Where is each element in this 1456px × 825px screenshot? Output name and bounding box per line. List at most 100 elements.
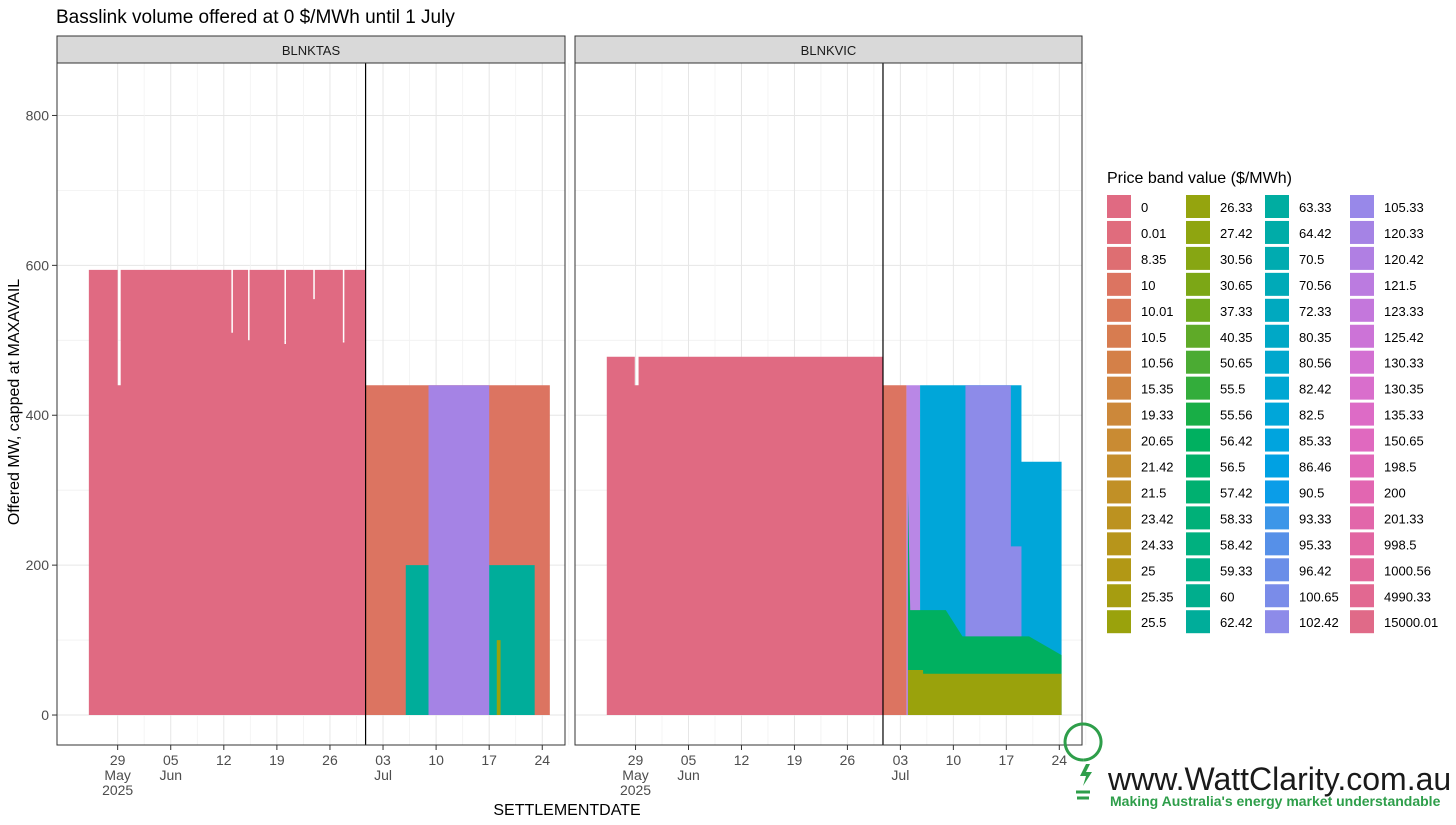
legend-label: 200 <box>1384 485 1406 500</box>
legend-swatch <box>1350 480 1374 504</box>
legend-swatch <box>1350 584 1374 608</box>
legend: 0 0.01 8.35 10 10.01 10.5 10.56 15.35 19.33 20.65… <box>1107 195 1438 634</box>
facet-strip <box>574 35 1083 64</box>
legend-label: 21.42 <box>1141 460 1174 475</box>
legend-label: 82.42 <box>1299 382 1332 397</box>
legend-label: 23.42 <box>1141 511 1174 526</box>
facet-strip-label: BLNKVIC <box>801 43 857 58</box>
legend-swatch <box>1265 350 1289 374</box>
legend-swatch <box>1350 610 1374 634</box>
legend-swatch <box>1350 376 1374 400</box>
legend-swatch <box>1350 454 1374 478</box>
logo-tagline: Making Australia's energy market underst… <box>1110 793 1441 809</box>
legend-label: 10.5 <box>1141 330 1166 345</box>
legend-label: 60 <box>1220 589 1234 604</box>
legend-label: 56.5 <box>1220 460 1245 475</box>
x-tick-label: 26 <box>322 752 338 768</box>
legend-swatch <box>1107 506 1131 530</box>
legend-label: 27.42 <box>1220 226 1253 241</box>
legend-swatch <box>1265 272 1289 296</box>
legend-label: 201.33 <box>1384 511 1424 526</box>
legend-swatch <box>1107 610 1131 634</box>
legend-swatch <box>1265 480 1289 504</box>
legend-label: 80.35 <box>1299 330 1332 345</box>
x-tick-label: 17 <box>481 752 497 768</box>
legend-swatch <box>1265 506 1289 530</box>
x-tick-label: 03 <box>893 752 909 768</box>
x-tick-label: 26 <box>840 752 856 768</box>
legend-label: 90.5 <box>1299 485 1324 500</box>
legend-swatch <box>1107 195 1131 218</box>
y-tick-label: 800 <box>26 107 50 123</box>
legend-swatch <box>1186 402 1210 426</box>
legend-title: Price band value ($/MWh) <box>1107 170 1292 187</box>
legend-swatch <box>1186 220 1210 244</box>
legend-label: 15.35 <box>1141 382 1174 397</box>
legend-label: 25.5 <box>1141 615 1166 630</box>
legend-swatch <box>1265 610 1289 634</box>
x-tick-label: 19 <box>269 752 285 768</box>
legend-label: 0.01 <box>1141 226 1166 241</box>
legend-label: 10.01 <box>1141 304 1174 319</box>
legend-label: 150.65 <box>1384 434 1424 449</box>
legend-label: 62.42 <box>1220 615 1253 630</box>
x-tick-sublabel: May <box>622 767 648 783</box>
legend-label: 0 <box>1141 200 1148 215</box>
legend-swatch <box>1107 584 1131 608</box>
legend-swatch <box>1265 246 1289 270</box>
legend-swatch <box>1186 376 1210 400</box>
legend-label: 80.56 <box>1299 356 1332 371</box>
legend-label: 70.56 <box>1299 278 1332 293</box>
legend-label: 59.33 <box>1220 563 1253 578</box>
area-band-0 <box>88 269 366 716</box>
legend-swatch <box>1350 558 1374 582</box>
legend-swatch <box>1350 220 1374 244</box>
facet-strip <box>56 35 566 64</box>
legend-label: 120.33 <box>1384 226 1424 241</box>
legend-label: 82.5 <box>1299 408 1324 423</box>
legend-label: 4990.33 <box>1384 589 1431 604</box>
x-tick-sublabel: Jul <box>891 767 909 783</box>
chart-title: Basslink volume offered at 0 $/MWh until… <box>56 7 455 28</box>
legend-swatch <box>1350 324 1374 348</box>
legend-label: 70.5 <box>1299 252 1324 267</box>
legend-label: 40.35 <box>1220 330 1253 345</box>
legend-swatch <box>1186 350 1210 374</box>
legend-swatch <box>1107 480 1131 504</box>
legend-swatch <box>1350 532 1374 556</box>
legend-label: 93.33 <box>1299 511 1332 526</box>
legend-swatch <box>1186 298 1210 322</box>
legend-swatch <box>1186 506 1210 530</box>
x-tick-sublabel: Jun <box>677 767 700 783</box>
legend-swatch <box>1350 272 1374 296</box>
x-tick-label: 05 <box>163 752 179 768</box>
legend-label: 25.35 <box>1141 589 1174 604</box>
legend-swatch <box>1350 506 1374 530</box>
area-band-102.42 <box>965 385 1022 716</box>
x-tick-sublabel: Jun <box>159 767 182 783</box>
legend-swatch <box>1107 350 1131 374</box>
wattclarity-logo[interactable]: www.WattClarity.com.au Making Australia'… <box>1063 722 1451 809</box>
legend-label: 1000.56 <box>1384 563 1431 578</box>
legend-label: 21.5 <box>1141 485 1166 500</box>
x-tick-label: 24 <box>1052 752 1068 768</box>
panel-border <box>574 62 1083 746</box>
facet-strip-label: BLNKTAS <box>282 43 341 58</box>
legend-swatch <box>1265 428 1289 452</box>
legend-swatch <box>1350 350 1374 374</box>
legend-label: 50.65 <box>1220 356 1253 371</box>
legend-swatch <box>1107 532 1131 556</box>
legend-swatch <box>1107 246 1131 270</box>
legend-swatch <box>1265 454 1289 478</box>
legend-swatch <box>1265 376 1289 400</box>
legend-label: 102.42 <box>1299 615 1339 630</box>
legend-label: 198.5 <box>1384 460 1417 475</box>
x-tick-sublabel: May <box>104 767 130 783</box>
legend-swatch <box>1107 454 1131 478</box>
legend-label: 63.33 <box>1299 200 1332 215</box>
area-band-25.5 <box>907 670 1062 716</box>
legend-swatch <box>1265 532 1289 556</box>
legend-label: 58.42 <box>1220 537 1253 552</box>
